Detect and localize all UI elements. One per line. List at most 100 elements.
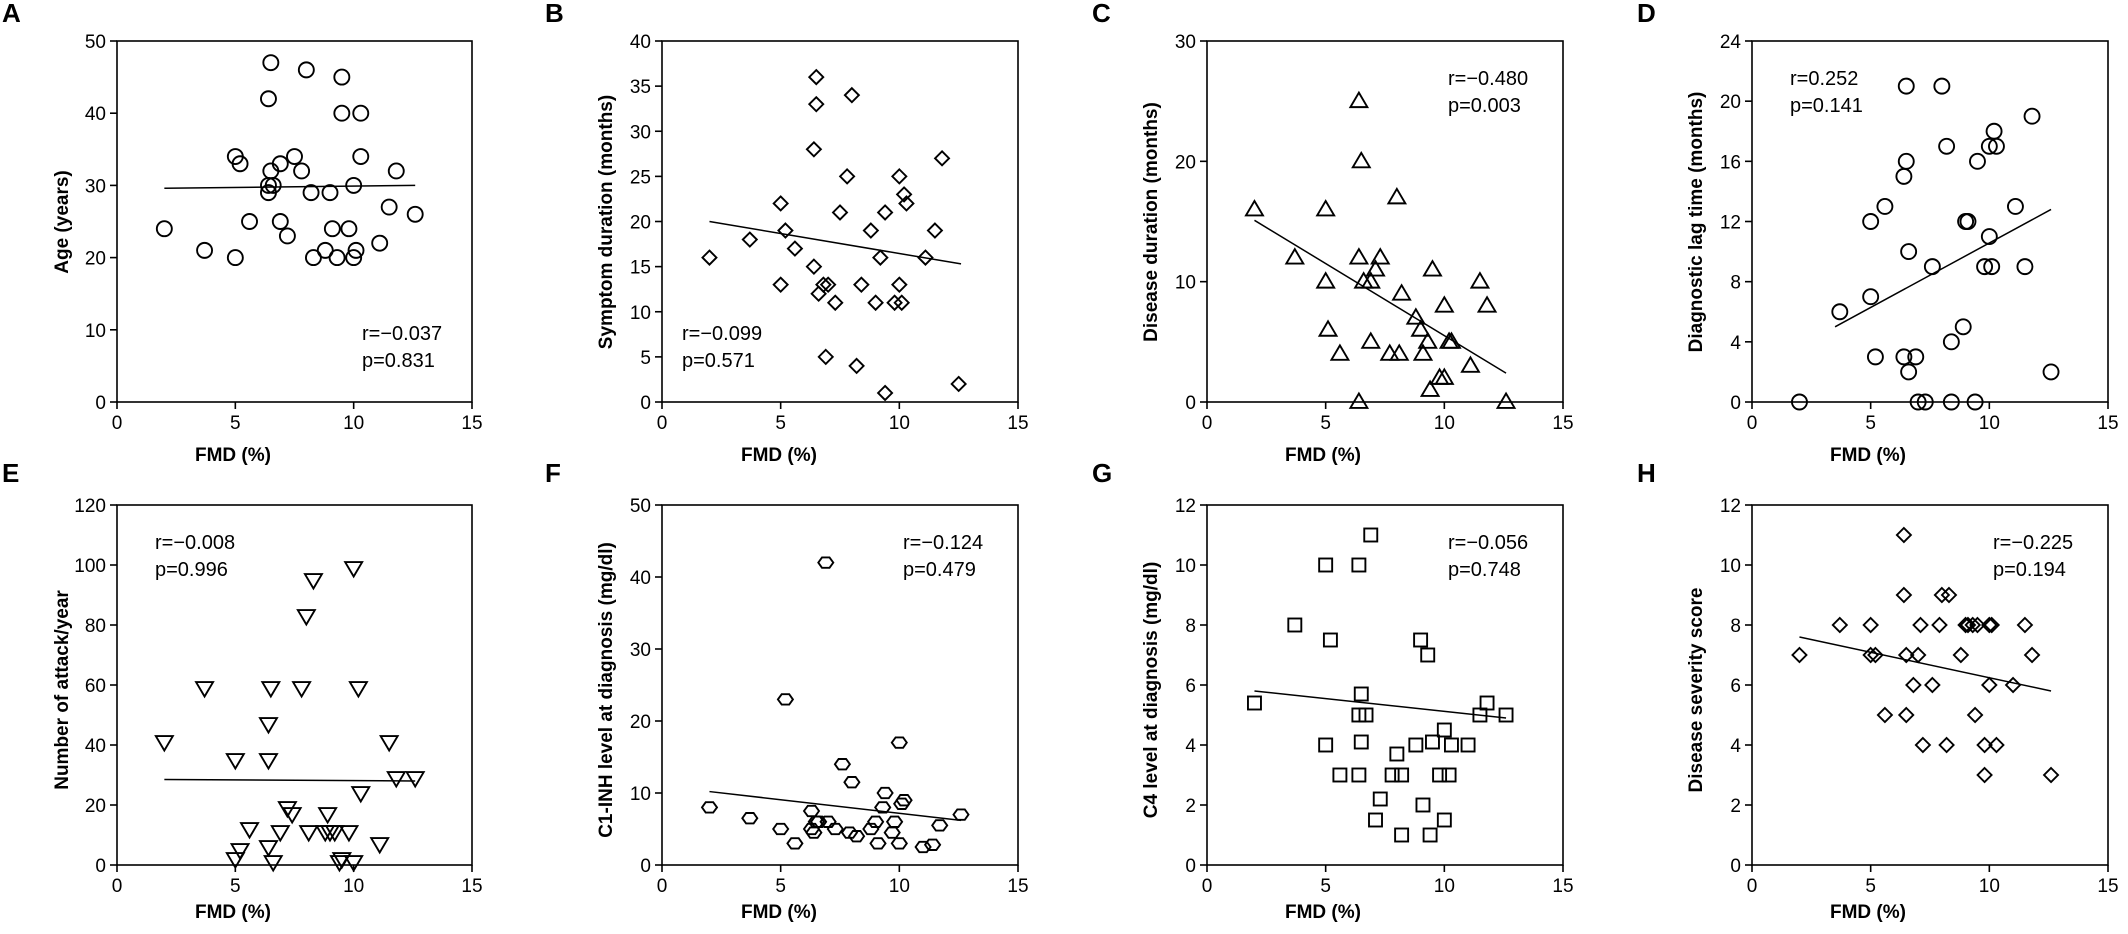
y-tick-label: 8 bbox=[1730, 273, 1741, 294]
data-point bbox=[226, 249, 244, 267]
data-point bbox=[1988, 137, 2005, 155]
panel-f: F C1-INH level at diagnosis (mg/dl) FMD … bbox=[545, 458, 1029, 923]
data-point bbox=[1315, 199, 1336, 217]
regression-line bbox=[1254, 219, 1507, 374]
data-point bbox=[1952, 646, 1970, 664]
data-point bbox=[933, 149, 951, 167]
x-tick-label: 0 bbox=[1202, 876, 1213, 897]
data-point bbox=[1897, 646, 1915, 664]
data-point bbox=[277, 801, 298, 819]
y-axis-title: Number of attack/year bbox=[52, 590, 73, 790]
panel-h: H Disease severity score FMD (%) r=−0.22… bbox=[1637, 458, 2119, 923]
y-tick-label: 0 bbox=[1730, 393, 1741, 414]
p-value: p=0.194 bbox=[1993, 559, 2066, 581]
data-point bbox=[1360, 331, 1381, 349]
data-point bbox=[1862, 616, 1880, 634]
data-point bbox=[321, 184, 339, 202]
p-value: p=0.996 bbox=[155, 559, 228, 581]
data-point bbox=[1959, 213, 1977, 230]
data-point bbox=[278, 227, 296, 245]
data-point bbox=[872, 249, 889, 266]
data-point bbox=[876, 384, 894, 402]
data-point bbox=[826, 822, 844, 836]
y-tick-label: 15 bbox=[630, 258, 651, 279]
x-tick-label: 10 bbox=[1979, 876, 2000, 897]
regression-line bbox=[709, 790, 962, 822]
x-tick-label: 10 bbox=[1434, 413, 1455, 434]
data-point bbox=[317, 807, 338, 825]
data-point bbox=[406, 205, 424, 223]
data-point bbox=[701, 249, 718, 266]
data-point bbox=[1353, 686, 1369, 702]
data-point bbox=[1895, 526, 1913, 544]
x-tick-label: 15 bbox=[2097, 876, 2118, 897]
data-point bbox=[776, 693, 795, 706]
data-point bbox=[1348, 247, 1370, 265]
data-point bbox=[1422, 259, 1443, 277]
plot-frame bbox=[116, 40, 473, 403]
data-point bbox=[1358, 707, 1374, 723]
data-point bbox=[271, 213, 289, 230]
data-point bbox=[1332, 767, 1348, 783]
data-point bbox=[1386, 187, 1408, 205]
data-point bbox=[817, 348, 835, 366]
data-point bbox=[1372, 791, 1388, 807]
y-tick-label: 50 bbox=[630, 496, 651, 517]
x-tick-label: 0 bbox=[657, 876, 668, 897]
data-point bbox=[1895, 586, 1913, 604]
data-point bbox=[802, 804, 821, 818]
data-point bbox=[867, 294, 884, 312]
y-tick-label: 20 bbox=[630, 213, 651, 234]
data-point bbox=[890, 736, 908, 749]
y-tick-label: 0 bbox=[640, 856, 651, 877]
data-point bbox=[331, 852, 352, 870]
y-tick-label: 4 bbox=[1730, 333, 1741, 354]
data-point bbox=[1476, 295, 1498, 313]
data-point bbox=[1460, 355, 1481, 373]
data-point bbox=[1441, 331, 1462, 349]
data-point bbox=[241, 213, 258, 230]
data-point bbox=[1940, 586, 1958, 604]
data-point bbox=[264, 176, 282, 194]
data-point bbox=[1351, 150, 1372, 169]
y-axis-title: C4 level at diagnosis (mg/dl) bbox=[1141, 562, 1162, 819]
x-tick-label: 5 bbox=[1320, 876, 1331, 897]
x-tick-label: 5 bbox=[1320, 413, 1331, 434]
data-point bbox=[333, 68, 351, 86]
x-axis-title: FMD (%) bbox=[1285, 445, 1361, 466]
data-point bbox=[886, 294, 903, 312]
data-point bbox=[1909, 646, 1927, 664]
data-point bbox=[1933, 586, 1951, 604]
data-point bbox=[1876, 198, 1894, 215]
regression-line bbox=[164, 778, 416, 782]
data-point bbox=[1389, 343, 1410, 361]
data-point bbox=[805, 140, 823, 158]
data-point bbox=[1348, 391, 1370, 409]
data-point bbox=[352, 104, 370, 122]
data-point bbox=[1315, 271, 1336, 289]
regression-line bbox=[1834, 208, 2052, 328]
data-point bbox=[1420, 647, 1436, 663]
data-point bbox=[1916, 393, 1934, 411]
y-tick-label: 0 bbox=[1730, 856, 1741, 877]
y-tick-label: 2 bbox=[1730, 796, 1741, 817]
data-point bbox=[1966, 706, 1984, 724]
data-point bbox=[883, 826, 901, 839]
data-point bbox=[345, 249, 363, 267]
x-tick-label: 15 bbox=[1007, 876, 1028, 897]
data-point bbox=[1417, 331, 1438, 349]
data-point bbox=[1988, 736, 2005, 754]
data-point bbox=[876, 786, 894, 800]
data-point bbox=[1957, 616, 1974, 634]
y-tick-label: 10 bbox=[1175, 273, 1196, 294]
data-point bbox=[1938, 736, 1955, 754]
data-point bbox=[258, 717, 279, 735]
data-point bbox=[155, 220, 173, 238]
data-point bbox=[1318, 737, 1334, 753]
data-point bbox=[229, 843, 251, 861]
r-value: r=−0.099 bbox=[682, 323, 762, 345]
y-tick-label: 0 bbox=[640, 393, 651, 414]
data-point bbox=[1460, 737, 1476, 753]
data-point bbox=[1909, 393, 1927, 411]
